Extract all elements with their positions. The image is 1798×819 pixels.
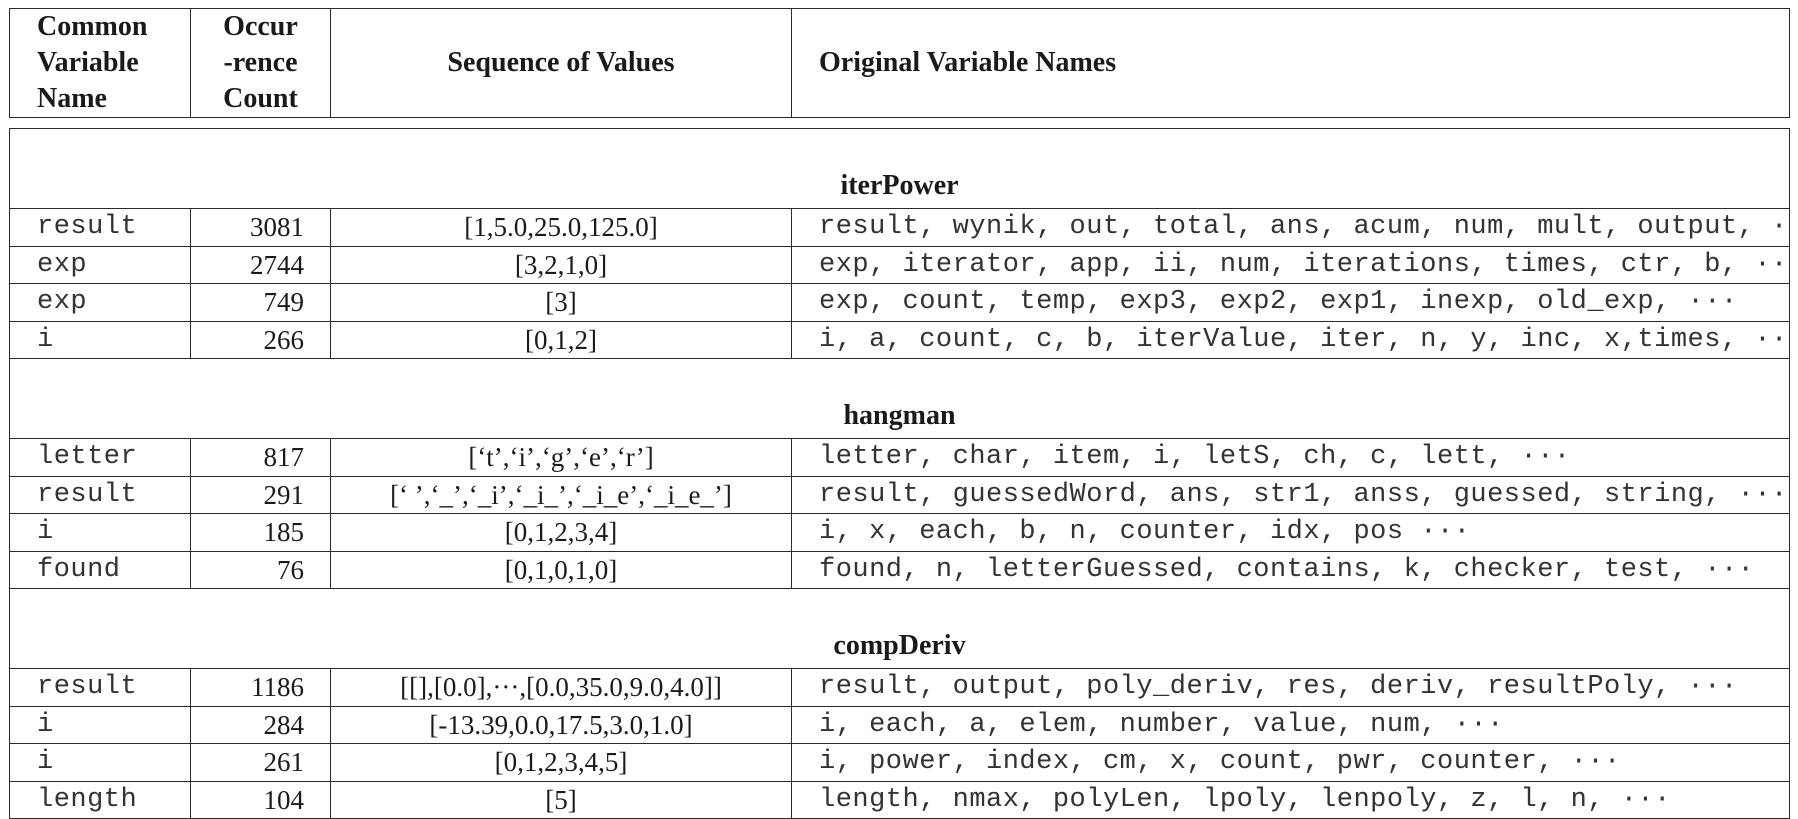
- sequence-of-values-cell: [0,1,2,3,4,5]: [330, 743, 792, 782]
- sequence-of-values-cell: [1,5.0,25.0,125.0]: [330, 208, 792, 247]
- table-row: exp 749 [3] exp, count, temp, exp3, exp2, e…: [9, 283, 1791, 322]
- occurrence-count-cell: 104: [190, 780, 331, 819]
- header-text: Variable: [37, 47, 139, 78]
- header-row: Common Variable Name Occur -rence Count …: [9, 8, 1790, 118]
- table-row: exp 2744 [3,2,1,0] exp, iterator, app, ii, …: [9, 245, 1791, 284]
- table-header: Common Variable Name Occur -rence Count …: [9, 8, 1790, 118]
- occurrence-count-cell: 1186: [190, 668, 331, 707]
- sequence-of-values-cell: [0,1,2,3,4]: [330, 513, 792, 552]
- section-header-row: iterPower: [8, 128, 1791, 209]
- sequence-of-values-cell: [0,1,0,1,0]: [330, 550, 792, 589]
- original-variable-names-cell: found, n, letterGuessed, contains, k, ch…: [790, 550, 1791, 589]
- section-title: hangman: [8, 358, 1791, 439]
- common-variable-name-cell: exp: [9, 245, 191, 284]
- header-text: Occur: [223, 11, 298, 42]
- common-variable-name-cell: result: [9, 668, 191, 707]
- sequence-of-values-cell: [-13.39,0.0,17.5,3.0,1.0]: [330, 705, 792, 744]
- header-text: Count: [223, 83, 298, 114]
- table-row: i 185 [0,1,2,3,4] i, x, each, b, n, counter…: [9, 513, 1791, 552]
- common-variable-name-cell: result: [9, 475, 191, 514]
- common-variable-name-cell: result: [9, 208, 191, 247]
- original-variable-names-cell: i, a, count, c, b, iterValue, iter, n, y…: [790, 320, 1791, 359]
- common-variable-name-cell: i: [9, 513, 191, 552]
- original-variable-names-cell: i, power, index, cm, x, count, pwr, coun…: [790, 743, 1791, 782]
- sequence-of-values-cell: [3,2,1,0]: [330, 245, 792, 284]
- occurrence-count-cell: 3081: [190, 208, 331, 247]
- common-variable-name-cell: length: [9, 780, 191, 819]
- occurrence-count-cell: 266: [190, 320, 331, 359]
- sequence-of-values-cell: [5]: [330, 780, 792, 819]
- original-variable-names-cell: result, output, poly_deriv, res, deriv, …: [790, 668, 1791, 707]
- original-variable-names-cell: exp, iterator, app, ii, num, iterations,…: [790, 245, 1791, 284]
- common-variable-name-cell: i: [9, 743, 191, 782]
- original-variable-names-cell: i, each, a, elem, number, value, num, ··…: [790, 705, 1791, 744]
- original-variable-names-cell: i, x, each, b, n, counter, idx, pos ···: [790, 513, 1791, 552]
- original-variable-names-cell: exp, count, temp, exp3, exp2, exp1, inex…: [790, 283, 1791, 322]
- table-row: found 76 [0,1,0,1,0] found, n, letterGuesse…: [9, 550, 1791, 589]
- sequence-of-values-cell: [[],[0.0],···,[0.0,35.0,9.0,4.0]]: [330, 668, 792, 707]
- section-header-row: compDeriv: [8, 588, 1791, 669]
- original-variable-names-cell: result, guessedWord, ans, str1, anss, gu…: [790, 475, 1791, 514]
- table-row: result 1186 [[],[0.0],···,[0.0,35.0,9.0,4.…: [9, 668, 1791, 707]
- occurrence-count-cell: 261: [190, 743, 331, 782]
- section-title: compDeriv: [8, 588, 1791, 669]
- header-common-variable-name: Common Variable Name: [9, 8, 191, 118]
- sequence-of-values-cell: [3]: [330, 283, 792, 322]
- occurrence-count-cell: 817: [190, 438, 331, 477]
- common-variable-name-cell: letter: [9, 438, 191, 477]
- original-variable-names-cell: length, nmax, polyLen, lpoly, lenpoly, z…: [790, 780, 1791, 819]
- original-variable-names-cell: result, wynik, out, total, ans, acum, nu…: [790, 208, 1791, 247]
- header-text: -rence: [223, 47, 298, 78]
- header-original-variable-names: Original Variable Names: [791, 8, 1790, 118]
- header-sequence-of-values: Sequence of Values: [330, 8, 792, 118]
- common-variable-name-cell: i: [9, 320, 191, 359]
- table-row: i 261 [0,1,2,3,4,5] i, power, index, cm, x,…: [9, 743, 1791, 782]
- table-row: letter 817 [‘t’,‘i’,‘g’,‘e’,‘r’] letter, ch…: [9, 438, 1791, 477]
- variable-table-figure: Common Variable Name Occur -rence Count …: [8, 8, 1791, 819]
- occurrence-count-cell: 76: [190, 550, 331, 589]
- original-variable-names-cell: letter, char, item, i, letS, ch, c, lett…: [790, 438, 1791, 477]
- table-row: result 291 [‘ ’,‘_’,‘_i’,‘_i_’,‘_i_e’,‘_i_…: [9, 475, 1791, 514]
- header-text: Name: [37, 83, 107, 114]
- occurrence-count-cell: 185: [190, 513, 331, 552]
- table-row: result 3081 [1,5.0,25.0,125.0] result, wyni…: [9, 208, 1791, 247]
- common-variable-name-cell: found: [9, 550, 191, 589]
- sequence-of-values-cell: [‘ ’,‘_’,‘_i’,‘_i_’,‘_i_e’,‘_i_e_’]: [330, 475, 792, 514]
- section-header-row: hangman: [8, 358, 1791, 439]
- table-row: length 104 [5] length, nmax, polyLen, lpoly…: [9, 780, 1791, 819]
- occurrence-count-cell: 749: [190, 283, 331, 322]
- common-variable-name-cell: exp: [9, 283, 191, 322]
- common-variable-name-cell: i: [9, 705, 191, 744]
- sequence-of-values-cell: [0,1,2]: [330, 320, 792, 359]
- sequence-of-values-cell: [‘t’,‘i’,‘g’,‘e’,‘r’]: [330, 438, 792, 477]
- header-occurrence-count: Occur -rence Count: [190, 8, 331, 118]
- table-body: iterPower result 3081 [1,5.0,25.0,125.0] res…: [8, 128, 1791, 819]
- header-text: Common: [37, 11, 148, 42]
- section-title: iterPower: [8, 128, 1791, 209]
- table-row: i 266 [0,1,2] i, a, count, c, b, iterValue,…: [9, 320, 1791, 359]
- occurrence-count-cell: 291: [190, 475, 331, 514]
- occurrence-count-cell: 284: [190, 705, 331, 744]
- table-row: i 284 [-13.39,0.0,17.5,3.0,1.0] i, each, a,…: [9, 705, 1791, 744]
- occurrence-count-cell: 2744: [190, 245, 331, 284]
